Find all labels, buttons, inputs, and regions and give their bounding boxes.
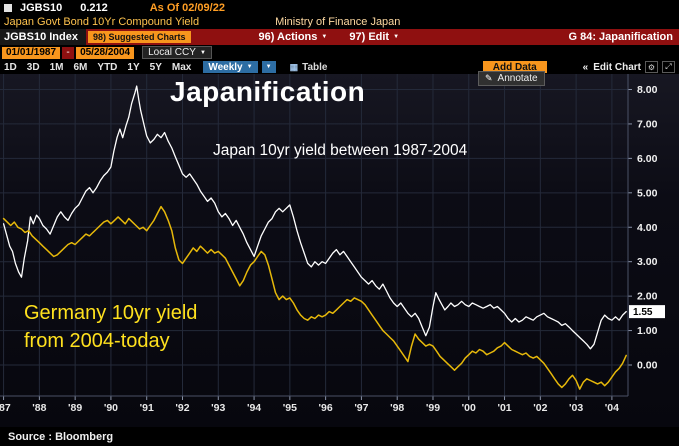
table-button[interactable]: ▦ Table	[290, 62, 328, 73]
period-1m[interactable]: 1M	[49, 61, 64, 73]
table-icon: ▦	[289, 61, 299, 72]
frequency-label: Weekly	[208, 61, 243, 73]
frequency-select[interactable]: Weekly ▼	[203, 61, 258, 73]
range-bar: 01/01/1987 - 05/28/2004 Local CCY ▼	[0, 45, 679, 60]
suggested-charts-button[interactable]: 98) Suggested Charts	[87, 31, 191, 43]
x-axis-tick-label: '91	[140, 402, 154, 414]
chart-canvas[interactable]: 1.55 8.00 7.00 6.00 5.00 4.00 3.00 2.00 1.00 0.00…	[0, 74, 679, 427]
x-axis-tick-label: '99	[426, 402, 440, 414]
y-axis-tick-label: 1.00	[637, 325, 658, 337]
y-axis-tick-label: 6.00	[637, 153, 658, 165]
app-icon	[4, 3, 12, 12]
period-3d[interactable]: 3D	[26, 61, 40, 73]
chevron-down-icon: ▼	[199, 49, 206, 56]
period-5y[interactable]: 5Y	[149, 61, 162, 73]
security-header: Japan Govt Bond 10Yr Compound Yield Mini…	[0, 15, 679, 29]
actions-menu-label: 96) Actions	[258, 31, 318, 43]
gear-icon[interactable]: ⚙	[645, 61, 658, 73]
x-axis-tick-label: '88	[32, 402, 46, 414]
menu-bar: JGBS10 Index 98) Suggested Charts 96) Ac…	[0, 29, 679, 45]
x-axis-tick-label: '92	[175, 402, 189, 414]
edit-menu[interactable]: 97) Edit ▼	[349, 31, 399, 43]
actions-menu[interactable]: 96) Actions ▼	[259, 31, 328, 43]
start-date-input[interactable]: 01/01/1987	[2, 46, 61, 59]
terminal-titlebar: JGBS10 0.212 As Of 02/09/22	[0, 0, 679, 15]
security-name: JGBS10 Index	[0, 29, 86, 45]
chart-type-select[interactable]: ▼	[261, 61, 276, 73]
chevron-down-icon: ▼	[321, 34, 328, 40]
currency-label: Local CCY	[148, 47, 196, 58]
japan-yield-line	[2, 85, 627, 350]
y-axis-tick-label: 2.00	[637, 291, 658, 303]
table-button-label: Table	[302, 61, 328, 73]
period-ytd[interactable]: YTD	[97, 61, 118, 73]
x-axis-tick-label: '87	[0, 402, 11, 414]
edit-chart-label: Edit Chart	[593, 61, 641, 73]
annotate-label: Annotate	[497, 73, 538, 84]
period-max[interactable]: Max	[171, 61, 192, 73]
x-axis-tick-label: '96	[319, 402, 333, 414]
germany-annotation-line1: Germany 10yr yield	[24, 302, 198, 324]
chevron-down-icon: ▼	[246, 64, 253, 70]
last-price: 0.212	[80, 1, 108, 14]
japan-series-annotation: Japan 10yr yield between 1987-2004	[213, 142, 468, 159]
edit-menu-label: 97) Edit	[349, 31, 390, 43]
last-value-tag	[629, 305, 665, 319]
annotate-button[interactable]: ✎ Annotate	[478, 71, 545, 86]
chevron-down-icon: ▼	[393, 34, 400, 40]
x-axis-tick-label: '89	[68, 402, 82, 414]
chevron-down-icon: ▼	[265, 64, 272, 70]
y-axis-tick-label: 4.00	[637, 222, 658, 234]
period-6m[interactable]: 6M	[73, 61, 88, 73]
germany-yield-line	[2, 205, 627, 390]
x-axis-tick-label: '01	[497, 402, 511, 414]
y-axis-tick-label: 7.00	[637, 118, 658, 130]
source-label: Source : Bloomberg	[8, 430, 114, 443]
y-axis-tick-label: 3.00	[637, 256, 658, 268]
y-axis-tick-label: 5.00	[637, 187, 658, 199]
period-1y[interactable]: 1Y	[127, 61, 140, 73]
currency-select[interactable]: Local CCY ▼	[142, 46, 212, 59]
saved-chart-title: G 84: Japanification	[568, 31, 673, 43]
x-axis-tick-label: '03	[569, 402, 583, 414]
x-axis-tick-label: '97	[354, 402, 368, 414]
as-of-date: As Of 02/09/22	[149, 1, 225, 14]
x-axis-tick-label: '90	[104, 402, 118, 414]
period-1d[interactable]: 1D	[4, 61, 17, 73]
y-axis-tick-label: 8.00	[637, 84, 658, 96]
collapse-left-icon: «	[582, 61, 589, 73]
x-axis-tick-label: '95	[283, 402, 297, 414]
pencil-icon: ✎	[485, 73, 493, 83]
edit-chart-button[interactable]: « Edit Chart	[583, 62, 641, 73]
x-axis-tick-label: '93	[211, 402, 225, 414]
security-description: Japan Govt Bond 10Yr Compound Yield	[4, 16, 200, 28]
x-axis-tick-label: '02	[533, 402, 547, 414]
date-separator: -	[62, 46, 75, 59]
chart-toolbar: 1D 3D 1M 6M YTD 1Y 5Y Max Weekly ▼ ▼ ▦ T…	[0, 60, 679, 74]
add-data-button[interactable]: Add Data	[482, 61, 547, 73]
last-value-tag-label: 1.55	[633, 307, 653, 318]
x-axis-tick-label: '04	[605, 402, 619, 414]
source-bar: Source : Bloomberg	[0, 427, 679, 446]
chart-title-annotation: Japanification	[170, 76, 366, 107]
end-date-input[interactable]: 05/28/2004	[76, 46, 135, 59]
x-axis-tick-label: '94	[247, 402, 261, 414]
expand-icon[interactable]: ⤢	[662, 61, 675, 73]
chart-area: 1.55 8.00 7.00 6.00 5.00 4.00 3.00 2.00 1.00 0.00…	[0, 74, 679, 427]
germany-annotation-line2: from 2004-today	[24, 330, 170, 352]
x-axis-tick-label: '98	[390, 402, 404, 414]
ticker-symbol: JGBS10	[20, 1, 63, 14]
data-source-label: Ministry of Finance Japan	[275, 16, 401, 28]
y-axis-tick-label: 0.00	[637, 360, 658, 372]
x-axis-tick-label: '00	[462, 402, 476, 414]
germany-series-annotation: Germany 10yr yield from 2004-today	[24, 299, 197, 355]
